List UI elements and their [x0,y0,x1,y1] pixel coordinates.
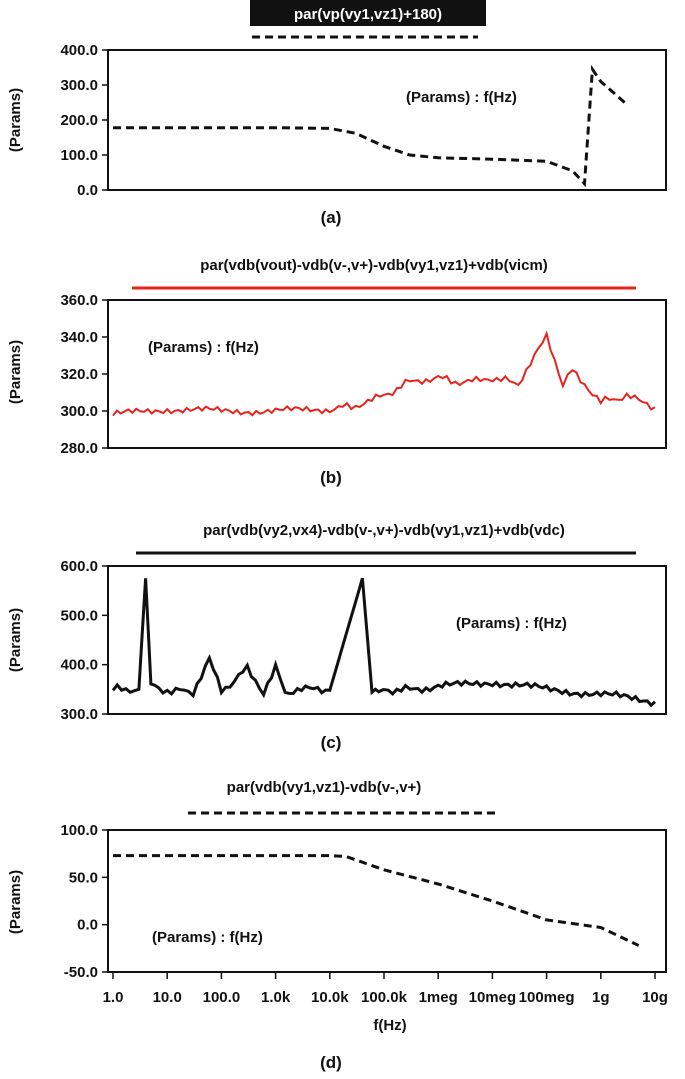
panel-a-title-bg [250,0,486,26]
panel-1-ytick-label: 340.0 [60,329,98,346]
panel-0-ytick-label: 100.0 [60,147,98,164]
panel-2-series-line [111,577,657,708]
panel-b-y-axis-label: (Params) [7,340,24,404]
panel-d-series [113,854,640,947]
panel-d-caption: (d) [320,1053,342,1072]
panel-b-plot-frame [107,299,667,449]
panel-3-ytick-label: 50.0 [69,869,98,886]
panel-3-xtick-label: 1meg [419,989,458,1006]
panel-0-series-line [113,64,628,188]
panel-0-ytick-label: 300.0 [60,77,98,94]
panel-2-ytick-label: 300.0 [60,706,98,723]
panel-3-xtick-label: 10g [642,989,668,1006]
panel-3-xtick-label: 1g [592,989,610,1006]
panel-b-y-ticks: 280.0 300.0 320.0 340.0 360.0 [60,292,108,457]
panel-3-xtick-label: 10.0 [153,989,182,1006]
panel-2-ytick-label: 500.0 [60,607,98,624]
panel-3-series-line [113,854,640,947]
panel-3-ytick-label: 100.0 [60,822,98,839]
panel-3-ytick-label: 0.0 [77,917,98,934]
panel-d-y-axis-label: (Params) [7,870,24,934]
panel-3-xtick-label: 10.0k [311,989,349,1006]
panel-a-inner-label: (Params) : f(Hz) [406,89,517,106]
panel-1-ytick-label: 360.0 [60,292,98,309]
panel-3-xtick-label: 10meg [469,989,517,1006]
panel-1-ytick-label: 320.0 [60,366,98,383]
panel-a-title: par(vp(vy1,vz1)+180) [294,6,442,23]
panel-3-ytick-label: -50.0 [64,964,98,981]
panel-d-title: par(vdb(vy1,vz1)-vdb(v-,v+) [227,779,422,796]
panel-b-inner-label: (Params) : f(Hz) [148,339,259,356]
panel-d-inner-label: (Params) : f(Hz) [152,929,263,946]
panel-d: par(vdb(vy1,vz1)-vdb(v-,v+) (Params) : f… [7,779,668,1072]
panel-c-caption: (c) [321,733,342,752]
panel-c: par(vdb(vy2,vx4)-vdb(v-,v+)-vdb(vy1,vz1)… [7,522,667,752]
panel-a-caption: (a) [321,208,342,227]
panel-c-series [111,577,657,708]
panel-0-ytick-label: 200.0 [60,112,98,129]
panel-3-xtick-label: 1.0 [103,989,124,1006]
panel-b-title: par(vdb(vout)-vdb(v-,v+)-vdb(vy1,vz1)+vd… [200,257,548,274]
panel-c-plot-frame [107,565,667,715]
panel-d-y-ticks: -50.0 0.0 50.0 100.0 [60,822,108,981]
panel-b-caption: (b) [320,468,342,487]
panel-1-ytick-label: 300.0 [60,403,98,420]
panel-a-y-axis-label: (Params) [7,88,24,152]
panel-c-inner-label: (Params) : f(Hz) [456,615,567,632]
panel-0-ytick-label: 400.0 [60,42,98,59]
panel-a-y-ticks: 0.0 100.0 200.0 300.0 400.0 [60,42,108,199]
panel-1-series-line [112,330,656,417]
panel-a: par(vp(vy1,vz1)+180) (Params) : f(Hz) (P… [7,0,667,227]
panel-3-xtick-label: 100.0 [203,989,241,1006]
panel-3-xtick-label: 100meg [519,989,575,1006]
panel-3-xtick-label: 1.0k [261,989,291,1006]
panel-b-series [112,330,656,417]
panel-c-title: par(vdb(vy2,vx4)-vdb(v-,v+)-vdb(vy1,vz1)… [203,522,565,539]
panel-2-ytick-label: 400.0 [60,657,98,674]
panel-b: par(vdb(vout)-vdb(v-,v+)-vdb(vy1,vz1)+vd… [7,257,667,487]
panel-c-y-ticks: 300.0 400.0 500.0 600.0 [60,558,108,723]
panel-2-ytick-label: 600.0 [60,558,98,575]
panel-a-plot-frame [107,49,667,191]
panel-d-x-ticks: 1.0 10.0 100.0 1.0k 10.0k 100.0k 1meg 10meg 100m… [103,972,668,1006]
panel-d-x-axis-label: f(Hz) [373,1017,406,1034]
panel-a-series [113,64,628,188]
panel-1-ytick-label: 280.0 [60,440,98,457]
panel-0-ytick-label: 0.0 [77,182,98,199]
panel-d-plot-frame [107,829,667,973]
panel-3-xtick-label: 100.0k [361,989,408,1006]
panel-c-y-axis-label: (Params) [7,608,24,672]
